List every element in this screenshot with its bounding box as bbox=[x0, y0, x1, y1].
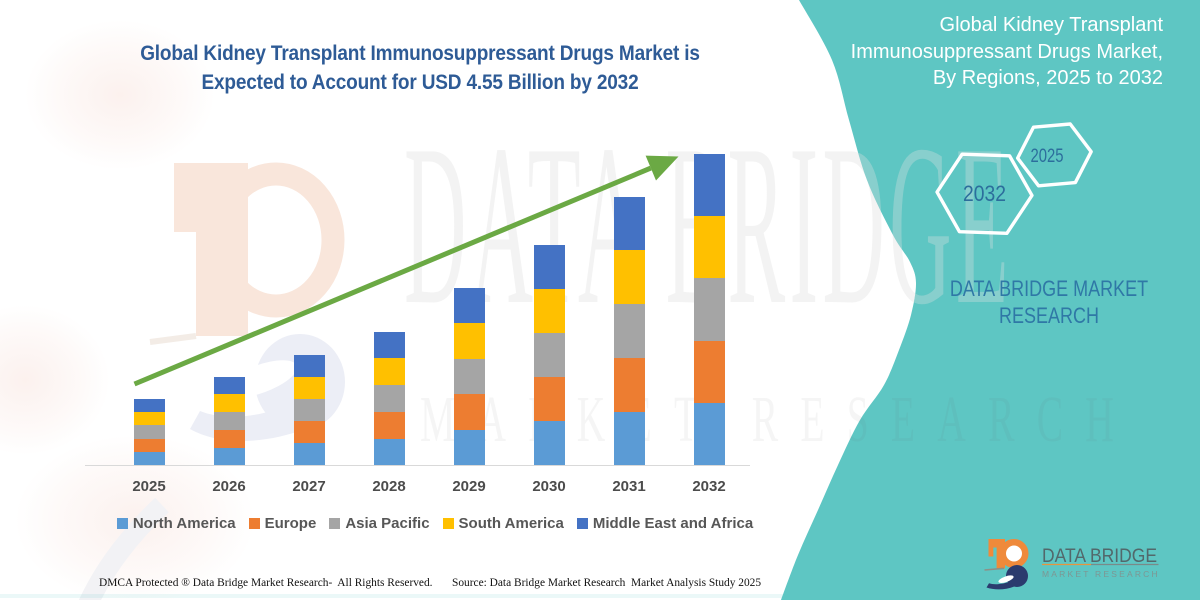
svg-text:MARKET RESEARCH: MARKET RESEARCH bbox=[420, 383, 1136, 456]
svg-text:MARKET RESEARCH: MARKET RESEARCH bbox=[1042, 569, 1160, 579]
svg-text:2025: 2025 bbox=[1031, 145, 1064, 167]
svg-text:DATA BRIDGE: DATA BRIDGE bbox=[1042, 546, 1157, 567]
svg-text:2032: 2032 bbox=[963, 181, 1006, 206]
